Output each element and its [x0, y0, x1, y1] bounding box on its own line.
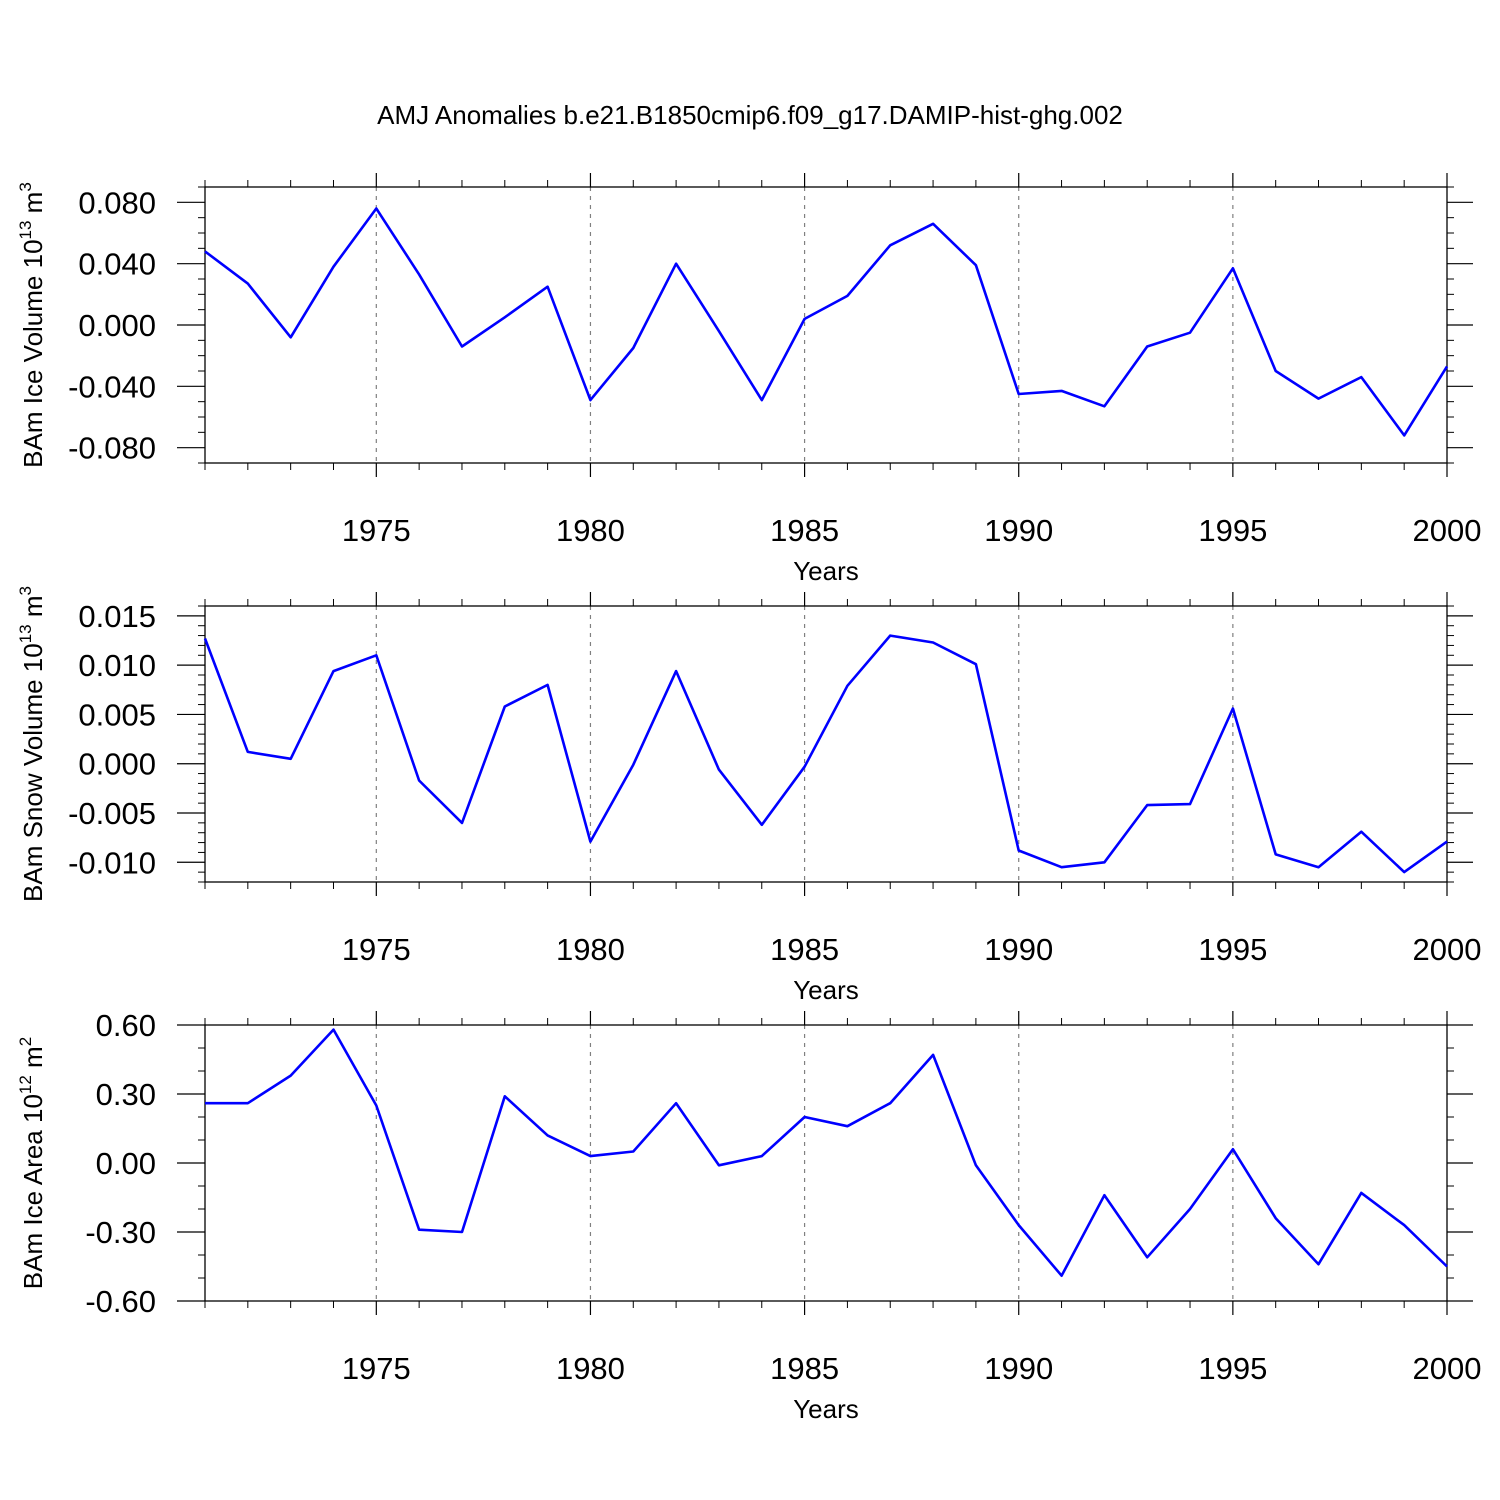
series-line-1	[205, 1028, 1448, 1277]
plot-frame	[204, 1024, 1448, 1302]
series-line-1	[204, 207, 1449, 437]
y-axis-label-text: BAm Snow Volume 10	[18, 643, 48, 902]
x-tick-label-1975: 1975	[342, 513, 411, 548]
x-tick-label-1985: 1985	[770, 513, 839, 548]
x-tick-label-2000: 2000	[1413, 932, 1482, 967]
x-axis-label: Years	[793, 1394, 859, 1424]
y-tick-label: 0.00	[96, 1146, 156, 1181]
y-axis-label-text: m	[18, 192, 48, 221]
y-tick-label: 0.000	[78, 747, 156, 782]
x-tick-label-2000: 2000	[1413, 1351, 1482, 1386]
y-tick-label: 0.080	[78, 185, 156, 220]
x-tick-label-1990: 1990	[984, 1351, 1053, 1386]
x-axis-label: Years	[793, 975, 859, 1005]
y-tick-label: -0.60	[85, 1284, 156, 1319]
chart-title: AMJ Anomalies b.e21.B1850cmip6.f09_g17.D…	[377, 100, 1123, 130]
y-tick-label: -0.30	[85, 1215, 156, 1250]
x-axis-label: Years	[793, 556, 859, 586]
x-tick-label-1980: 1980	[556, 513, 625, 548]
x-tick-label-1985: 1985	[770, 932, 839, 967]
x-tick-label-1995: 1995	[1198, 1351, 1267, 1386]
y-axis-label-superscript: 3	[16, 586, 35, 595]
y-tick-label: 0.60	[96, 1008, 156, 1043]
y-axis-label-text: BAm Ice Volume 10	[18, 239, 48, 467]
x-tick-label-1995: 1995	[1198, 932, 1267, 967]
x-tick-label-1975: 1975	[342, 1351, 411, 1386]
plot-frame	[204, 605, 1448, 883]
panel-2: 1975 1980 1985 1990 1995 2000 -0.010 -0.005 0.00…	[16, 586, 1481, 1005]
y-tick-label: 0.000	[78, 308, 156, 343]
y-tick-label: 0.010	[78, 648, 156, 683]
x-tick-label-1985: 1985	[770, 1351, 839, 1386]
y-axis-label-superscript: 13	[16, 221, 35, 240]
x-tick-label-1975: 1975	[342, 932, 411, 967]
y-tick-label: 0.005	[78, 697, 156, 732]
y-tick-label: -0.010	[68, 845, 156, 880]
y-axis-label-superscript: 12	[16, 1075, 35, 1094]
y-axis-label: BAm Snow Volume 1013 m3	[16, 586, 48, 902]
y-axis-label-superscript: 2	[16, 1037, 35, 1046]
x-tick-label-1995: 1995	[1198, 513, 1267, 548]
y-axis-label: BAm Ice Area 1012 m2	[16, 1037, 48, 1289]
x-tick-label-2000: 2000	[1413, 513, 1482, 548]
x-tick-label-1980: 1980	[556, 1351, 625, 1386]
y-axis-label-text: BAm Ice Area 10	[18, 1094, 48, 1289]
panels: 1975 1980 1985 1990 1995 2000 -0.080 -0.040 0.00…	[16, 173, 1481, 1424]
y-tick-label: 0.015	[78, 599, 156, 634]
x-tick-label-1990: 1990	[984, 513, 1053, 548]
y-tick-label: 0.040	[78, 247, 156, 282]
y-tick-label: 0.30	[96, 1077, 156, 1112]
y-axis-label-text: m	[18, 595, 48, 624]
panel-1: 1975 1980 1985 1990 1995 2000 -0.080 -0.040 0.00…	[16, 173, 1481, 586]
x-tick-label-1980: 1980	[556, 932, 625, 967]
y-tick-label: -0.080	[68, 431, 156, 466]
y-axis-label: BAm Ice Volume 1013 m3	[16, 182, 48, 468]
x-tick-label-1990: 1990	[984, 932, 1053, 967]
y-axis-label-superscript: 13	[16, 624, 35, 643]
plot-frame	[204, 186, 1448, 464]
y-axis-label-superscript: 3	[16, 182, 35, 191]
series-line-1	[203, 634, 1448, 874]
panel-3: 1975 1980 1985 1990 1995 2000 -0.60 -0.30 0.00 0.…	[16, 1008, 1481, 1424]
y-tick-label: -0.040	[68, 369, 156, 404]
y-axis-label-text: m	[18, 1046, 48, 1075]
y-tick-label: -0.005	[68, 796, 156, 831]
